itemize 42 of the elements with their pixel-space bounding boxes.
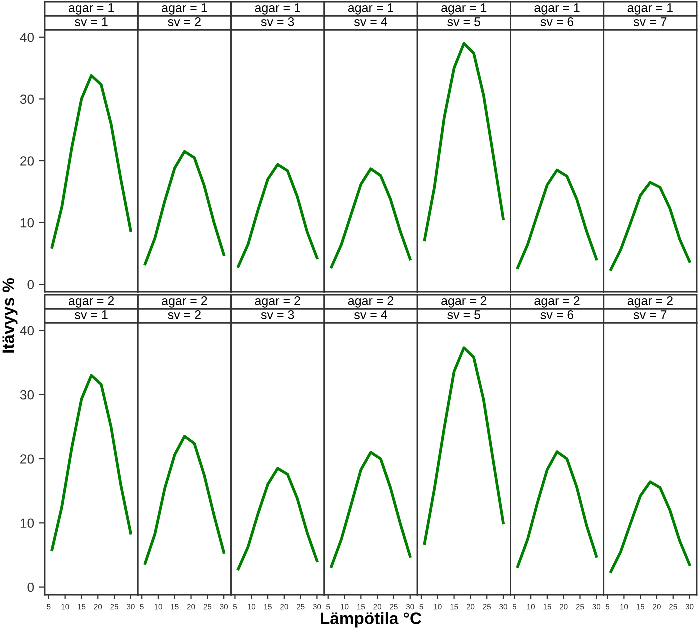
line-series: [50, 374, 132, 552]
y-axis-title: Itävyys %: [2, 278, 18, 353]
chart-subtitle: sv = 1: [75, 310, 108, 320]
chart-subtitle: sv = 4: [354, 310, 388, 320]
chart-subtitle: sv = 2: [168, 310, 201, 320]
chart-subtitle: sv = 5: [448, 310, 480, 320]
chart-subtitle: sv = 2: [168, 18, 201, 26]
y-tick-label: 40: [20, 32, 34, 42]
y-tick-label: 20: [20, 454, 34, 464]
chart-title: agar = 1: [348, 4, 394, 15]
line-series: [50, 74, 132, 249]
chart-subtitle: sv = 3: [261, 310, 294, 320]
chart-title: agar = 1: [442, 4, 487, 15]
y-tick-label: 30: [20, 390, 34, 400]
chart-subtitle: sv = 6: [540, 310, 574, 320]
chart-title: agar = 1: [68, 4, 114, 15]
chart-title: agar = 1: [628, 4, 673, 15]
y-tick-label: 40: [20, 326, 34, 336]
chart-title: agar = 1: [255, 4, 300, 15]
y-tick-label: 10: [20, 218, 34, 228]
y-tick-label: 10: [20, 518, 34, 528]
chart-subtitle: sv = 5: [448, 18, 480, 26]
chart-title: agar = 2: [348, 296, 394, 308]
chart-subtitle: sv = 6: [540, 18, 574, 26]
y-tick-label: 20: [20, 156, 34, 166]
chart-title: agar = 1: [534, 4, 580, 15]
y-tick-label: 0: [28, 582, 34, 592]
y-tick-label: 30: [20, 94, 34, 104]
chart-title: agar = 2: [628, 296, 673, 308]
chart-subtitle: sv = 7: [634, 310, 667, 320]
chart-title: agar = 1: [162, 4, 208, 15]
chart-title: agar = 2: [68, 296, 114, 308]
x-axis-title: Lämpötila °C: [321, 612, 422, 628]
y-tick-label: 0: [28, 280, 34, 290]
chart-title: agar = 2: [442, 296, 487, 308]
chart-title: agar = 2: [534, 296, 580, 308]
chart-title: agar = 2: [162, 296, 208, 308]
chart-subtitle: sv = 7: [634, 18, 667, 26]
chart-subtitle: sv = 4: [354, 18, 388, 26]
chart-title: agar = 2: [255, 296, 300, 308]
chart-subtitle: sv = 3: [261, 18, 294, 26]
chart-subtitle: sv = 1: [75, 18, 108, 26]
